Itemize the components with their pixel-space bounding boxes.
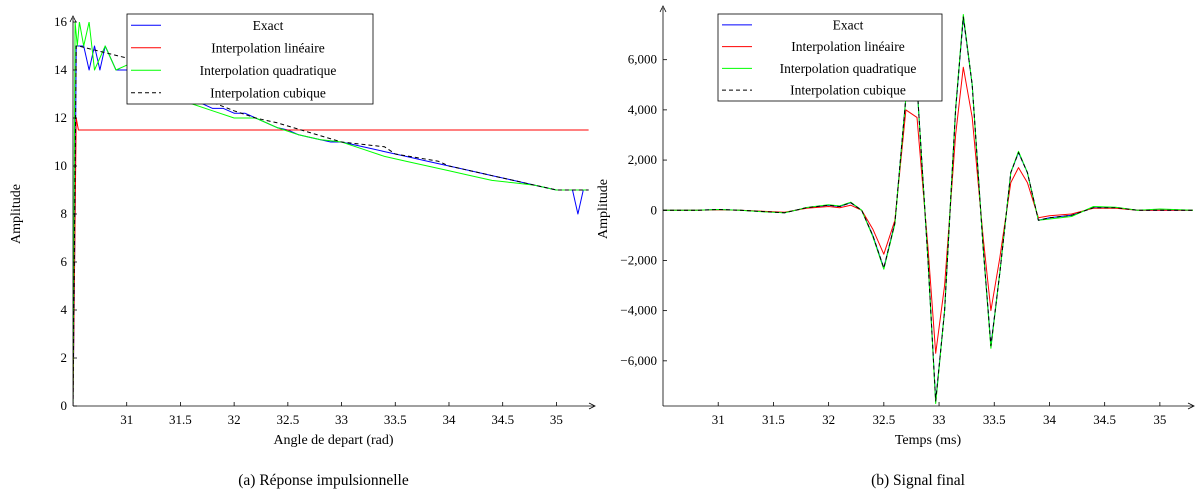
y-tick-label: −4,000 (620, 303, 657, 318)
x-axis-arrow (588, 402, 596, 410)
chart-caption: (a) Réponse impulsionnelle (238, 472, 409, 489)
y-axis-arrow (69, 15, 77, 23)
legend-label: Exact (833, 17, 864, 32)
x-tick-label: 34.5 (491, 412, 514, 427)
x-tick-label: 31.5 (762, 412, 785, 427)
x-tick-label: 35 (550, 412, 563, 427)
y-tick-label: 16 (54, 14, 68, 29)
series-group (73, 22, 589, 406)
chart-caption: (b) Signal final (871, 472, 965, 489)
legend-box (717, 13, 943, 102)
series-group (663, 14, 1193, 404)
y-tick-label: −6,000 (620, 353, 657, 368)
y-tick-label: −2,000 (620, 252, 657, 267)
legend-label: Interpolation linéaire (791, 39, 905, 54)
y-tick-label: 12 (54, 110, 67, 125)
x-tick-label: 32 (822, 412, 835, 427)
x-tick-label: 33.5 (384, 412, 407, 427)
x-tick-label: 34 (442, 412, 456, 427)
y-tick-label: 4 (61, 302, 68, 317)
x-axis-label: Angle de depart (rad) (273, 433, 393, 448)
x-tick-label: 33 (933, 412, 946, 427)
x-tick-label: 34 (1043, 412, 1057, 427)
x-tick-label: 31.5 (169, 412, 192, 427)
legend-label: Interpolation cubique (210, 85, 326, 100)
y-tick-label: 0 (651, 202, 658, 217)
chart-impulse-response: 31 31.5 32 32.5 33 33.5 34 34.5 35 0 2 4 6 8 10 12 14 16 A… (9, 13, 596, 489)
legend-label: Interpolation quadratique (200, 63, 337, 78)
y-tick-label: 8 (61, 206, 68, 221)
x-tick-label: 34.5 (1093, 412, 1116, 427)
legend-label: Exact (253, 18, 284, 33)
x-axis-label: Temps (ms) (895, 433, 962, 448)
y-tick-label: 6,000 (628, 52, 657, 67)
legend-box (126, 13, 374, 105)
x-tick-label: 33.5 (983, 412, 1006, 427)
legend-label: Interpolation quadratique (780, 61, 917, 76)
x-tick-label: 32.5 (276, 412, 299, 427)
legend: Exact Interpolation linéaire Interpolation… (126, 13, 374, 105)
y-tick-label: 4,000 (628, 102, 657, 117)
legend: Exact Interpolation linéaire Interpolation… (717, 13, 943, 102)
x-tick-label: 32 (228, 412, 241, 427)
x-axis-arrow (1187, 402, 1195, 410)
x-tick-label: 35 (1153, 412, 1166, 427)
series-line-cubic (663, 16, 1193, 402)
legend-label: Interpolation cubique (790, 83, 906, 98)
series-line-cubic (73, 45, 589, 406)
y-tick-label: 2,000 (628, 152, 657, 167)
y-tick-label: 0 (61, 398, 68, 413)
chart-final-signal: 31 31.5 32 32.5 33 33.5 34 34.5 35 −6,000 −4,000 −2… (596, 5, 1195, 489)
y-axis-arrow (659, 5, 667, 13)
y-axis-label: Amplitude (596, 179, 611, 239)
series-line-quad (73, 22, 589, 406)
series-line-quad (663, 14, 1193, 404)
legend-label: Interpolation linéaire (211, 40, 325, 55)
x-tick-label: 33 (335, 412, 348, 427)
y-tick-label: 14 (54, 62, 68, 77)
x-tick-label: 32.5 (872, 412, 895, 427)
series-line-lin (73, 117, 589, 406)
y-axis-label: Amplitude (9, 184, 24, 244)
x-tick-label: 31 (120, 412, 133, 427)
y-tick-label: 2 (61, 350, 68, 365)
y-tick-label: 6 (61, 254, 68, 269)
y-tick-label: 10 (54, 158, 67, 173)
x-tick-label: 31 (712, 412, 725, 427)
